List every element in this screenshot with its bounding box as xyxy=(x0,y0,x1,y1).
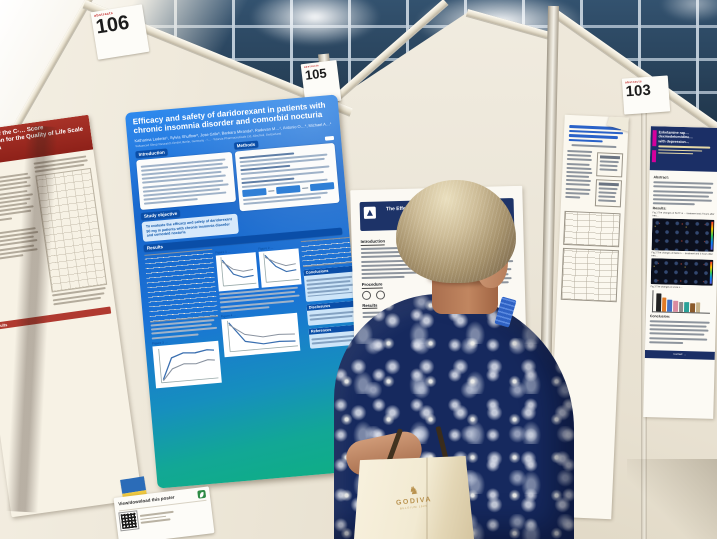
qr-code xyxy=(118,510,140,532)
window-glare xyxy=(250,0,380,46)
poster-esketamine: Esketamine rap… dexmedetomidine… with de… xyxy=(643,126,717,419)
results-row: Figure 3 … Figure 1 … xyxy=(144,236,364,389)
logo-chip-icon xyxy=(324,135,335,141)
brain-map-grid-figure xyxy=(651,218,715,253)
text-lines xyxy=(238,149,334,189)
poster-top-row: Introduction Study objective To evaluate… xyxy=(135,134,341,242)
intro-box xyxy=(136,152,236,211)
window-glare xyxy=(660,0,717,22)
blue-title-lines xyxy=(568,125,625,144)
leaf-logo-icon xyxy=(197,489,207,499)
board-number-card-103: abstracts 103 xyxy=(621,75,671,115)
text-lines xyxy=(139,509,174,526)
methods-column: Methods xyxy=(233,134,342,233)
bar xyxy=(667,299,673,312)
hair xyxy=(396,180,516,283)
board-number-card-106: abstracts 106 xyxy=(90,4,150,60)
poster-content: Efficacy and safety of daridorexant in p… xyxy=(125,94,364,394)
bar xyxy=(684,301,690,312)
bag-body: ♞ GODIVA BELGIUM 1926 xyxy=(354,456,474,539)
bar xyxy=(678,301,684,312)
boxed-section xyxy=(594,178,623,208)
line-chart-descending xyxy=(258,248,302,288)
line-chart-descending-wide xyxy=(220,312,301,358)
poster-title-line: with depression… xyxy=(658,139,690,145)
bar xyxy=(661,297,667,312)
author-lines xyxy=(658,145,716,155)
intro-column: Introduction Study objective To evaluate… xyxy=(135,143,239,242)
section-header: Abstract: xyxy=(653,175,669,180)
magenta-accent-bar xyxy=(651,130,657,147)
board-frame-pole xyxy=(641,102,647,539)
godiva-emblem-icon: ♞ xyxy=(408,484,420,498)
bar xyxy=(655,292,661,312)
brain-map-grid-figure xyxy=(650,258,714,287)
board-number: 106 xyxy=(94,11,131,39)
methods-box xyxy=(234,143,340,212)
results-col-1: Figure 3 … xyxy=(144,248,223,389)
corner-shadow xyxy=(627,459,717,539)
text-lines xyxy=(597,187,619,203)
line-chart-descending xyxy=(215,252,259,292)
line-chart-ascending xyxy=(152,340,222,389)
right-column xyxy=(594,149,624,211)
section-header: Conclusion: xyxy=(649,313,671,319)
study-objective-text: To evaluate the efficacy and safety of d… xyxy=(145,217,233,238)
shopping-bag: ♞ GODIVA BELGIUM 1926 xyxy=(343,425,480,539)
boxed-section xyxy=(595,151,624,177)
text-lines xyxy=(598,160,620,172)
board-number: 103 xyxy=(625,81,652,101)
magenta-accent-bar xyxy=(651,150,657,163)
charts-pair: Figure 1 … Figure 2 … xyxy=(215,241,302,292)
text-lines xyxy=(649,319,712,345)
bar xyxy=(695,301,701,313)
poster-body: Abstract: Results: Fig.1 The changes of … xyxy=(645,170,717,350)
board-number: 105 xyxy=(304,65,328,83)
text-lines xyxy=(652,181,716,206)
text-lines xyxy=(140,158,232,205)
poster-footer: Contact: … xyxy=(644,349,715,360)
poster-daridorexant: Efficacy and safety of daridorexant in p… xyxy=(124,94,371,489)
section-header: Introduction xyxy=(135,148,169,159)
baseline-table xyxy=(144,248,218,323)
bar xyxy=(673,300,678,312)
bar xyxy=(690,302,695,312)
poster-header: Esketamine rap… dexmedetomidine… with de… xyxy=(649,126,717,172)
bar-chart-figure xyxy=(651,289,711,314)
section-header: Methods xyxy=(233,140,259,151)
results-col-2: Figure 1 … Figure 2 … xyxy=(215,241,309,382)
